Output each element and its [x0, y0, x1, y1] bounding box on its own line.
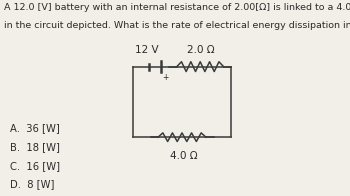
Text: D.  8 [W]: D. 8 [W] [10, 179, 55, 189]
Text: A 12.0 [V] battery with an internal resistance of 2.00[Ω] is linked to a 4.00[Ω]: A 12.0 [V] battery with an internal resi… [4, 3, 350, 12]
Text: 2.0 Ω: 2.0 Ω [187, 45, 215, 55]
Text: 12 V: 12 V [135, 45, 158, 55]
Text: 4.0 Ω: 4.0 Ω [170, 151, 197, 161]
Text: in the circuit depicted. What is the rate of electrical energy dissipation in th: in the circuit depicted. What is the rat… [4, 21, 350, 30]
Text: A.  36 [W]: A. 36 [W] [10, 123, 60, 133]
Text: B.  18 [W]: B. 18 [W] [10, 142, 60, 152]
Text: C.  16 [W]: C. 16 [W] [10, 161, 61, 171]
Text: +: + [162, 73, 168, 82]
